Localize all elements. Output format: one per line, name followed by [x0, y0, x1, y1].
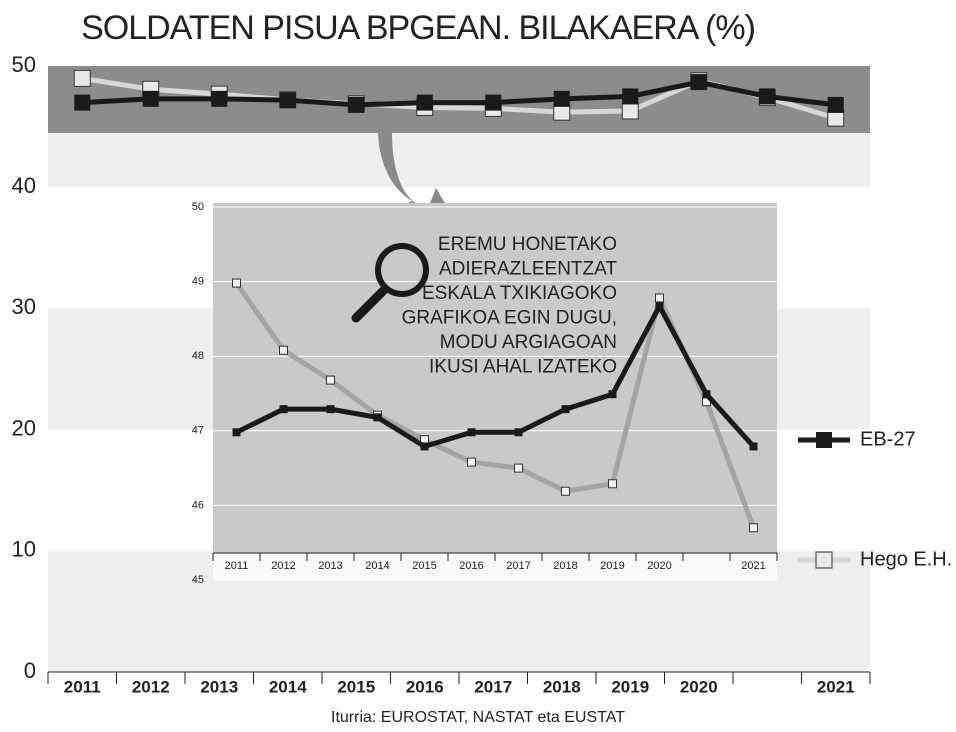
legend-marker [815, 551, 833, 569]
marker [279, 92, 296, 109]
marker [416, 94, 433, 111]
series-line [82, 79, 837, 108]
marker [74, 94, 91, 111]
marker [232, 278, 241, 288]
x-tick-label: 2016 [459, 560, 483, 572]
x-tick-label: 2015 [337, 677, 375, 696]
x-tick-label: 2020 [647, 560, 671, 572]
marker [514, 428, 523, 437]
magnifier [375, 243, 429, 297]
y-tick-label: 49 [192, 276, 204, 288]
inset-bg [213, 203, 777, 580]
marker [467, 428, 476, 437]
marker [326, 375, 335, 385]
y-tick-label: 50 [192, 201, 204, 213]
y-tick-label: 50 [12, 52, 36, 77]
marker [749, 442, 758, 451]
marker [621, 102, 639, 120]
marker [142, 90, 159, 107]
marker [485, 94, 502, 111]
x-tick-label: 2013 [318, 560, 342, 572]
marker [608, 479, 617, 489]
inset-plot: 45 46 47 48 49 50 2011 2012 2013 2014 2015 2016 2017… [192, 201, 778, 586]
x-tick-label: 2012 [132, 677, 170, 696]
marker [561, 405, 570, 414]
marker [622, 88, 639, 105]
series-line [234, 281, 756, 529]
x-tick-label: 2020 [680, 677, 718, 696]
annotation: GRAFIKOA EGIN DUGU, [402, 308, 617, 329]
marker [702, 390, 711, 399]
y-tick-label: 40 [12, 173, 36, 198]
marker [348, 96, 365, 113]
marker [655, 293, 664, 303]
x-tick-label: 2016 [406, 677, 444, 696]
marker [326, 405, 335, 414]
marker [211, 90, 228, 107]
marker [279, 405, 288, 414]
y-tick-label: 10 [12, 537, 36, 562]
y-tick-label: 47 [192, 425, 204, 437]
annotation: ADIERAZLEENTZAT [439, 259, 617, 280]
annotation: IKUSI AHAL IZATEKO [429, 357, 617, 378]
marker [553, 90, 570, 107]
marker [827, 96, 844, 113]
magnifier-handle [351, 285, 389, 323]
marker [561, 486, 570, 496]
x-tick-label: 2018 [553, 560, 577, 572]
y-tick-label: 48 [192, 350, 204, 362]
y-tick-label: 30 [12, 294, 36, 319]
x-tick-label: 2019 [611, 677, 649, 696]
marker [467, 457, 476, 467]
chart-title: SOLDATEN PISUA BPGEAN. BILAKAERA (%) [81, 9, 755, 47]
y-tick-label: 45 [192, 574, 204, 586]
x-tick-label: 2017 [474, 677, 512, 696]
legend-label: Hego E.H. [860, 548, 952, 570]
x-tick-label: 2013 [200, 677, 238, 696]
x-tick-label: 2019 [600, 560, 624, 572]
x-tick-label: 2011 [225, 560, 249, 572]
marker [690, 74, 707, 91]
legend-label: EB-27 [860, 428, 916, 450]
y-tick-label: 0 [24, 658, 36, 683]
series-line [235, 300, 756, 450]
marker [749, 523, 758, 533]
legend-marker [816, 432, 832, 448]
marker [608, 390, 617, 399]
marker [73, 69, 91, 87]
x-tick-label: 2014 [269, 677, 307, 696]
annotation: MODU ARGIAGOAN [440, 332, 617, 353]
x-tick-label: 2017 [506, 560, 530, 572]
marker [232, 428, 241, 437]
x-tick-label: 2012 [271, 560, 295, 572]
marker [514, 463, 523, 473]
marker [420, 442, 429, 451]
marker [279, 345, 288, 355]
legend: EB-27 Hego E.H. [798, 428, 952, 570]
x-tick-label: 2018 [543, 677, 581, 696]
source: Iturria: EUROSTAT, NASTAT eta EUSTAT [331, 709, 625, 726]
marker [759, 88, 776, 105]
marker [655, 302, 664, 311]
x-tick-label: 2021 [741, 560, 765, 572]
x-tick-label: 2014 [365, 560, 389, 572]
annotation: ESKALA TXIKIAGOKO [422, 283, 617, 304]
y-tick-label: 46 [192, 499, 204, 511]
annotation: EREMU HONETAKO [438, 234, 617, 255]
x-tick-label: 2015 [412, 560, 436, 572]
marker [373, 413, 382, 422]
x-tick-label: 2021 [817, 677, 855, 696]
x-tick-label: 2011 [64, 677, 101, 696]
y-tick-label: 20 [12, 415, 36, 440]
